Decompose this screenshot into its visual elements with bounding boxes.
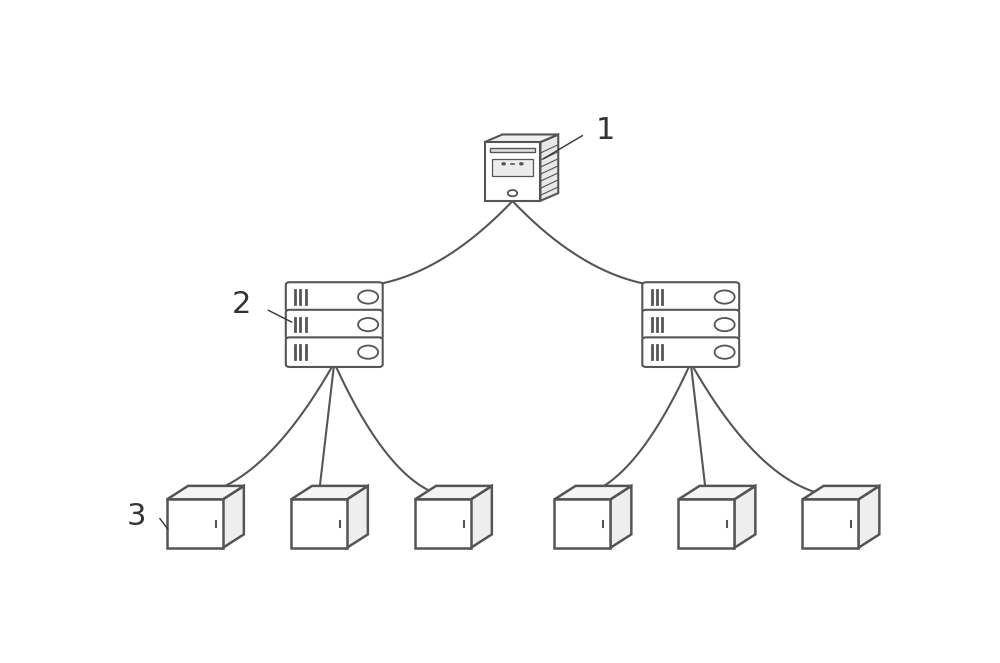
Bar xyxy=(490,149,535,152)
Polygon shape xyxy=(485,142,540,201)
FancyBboxPatch shape xyxy=(642,310,739,339)
Polygon shape xyxy=(167,486,244,499)
Circle shape xyxy=(520,163,523,165)
Text: 1: 1 xyxy=(596,116,615,145)
Polygon shape xyxy=(471,486,492,548)
Polygon shape xyxy=(734,486,755,548)
FancyBboxPatch shape xyxy=(642,282,739,312)
Polygon shape xyxy=(223,486,244,548)
Bar xyxy=(492,158,533,176)
Polygon shape xyxy=(802,499,858,548)
FancyBboxPatch shape xyxy=(642,337,739,367)
Polygon shape xyxy=(858,486,879,548)
Circle shape xyxy=(502,163,505,165)
FancyBboxPatch shape xyxy=(286,337,383,367)
Text: 2: 2 xyxy=(232,290,251,319)
Polygon shape xyxy=(540,135,558,201)
Polygon shape xyxy=(678,486,755,499)
Polygon shape xyxy=(802,486,879,499)
Polygon shape xyxy=(554,486,631,499)
Polygon shape xyxy=(415,499,471,548)
Polygon shape xyxy=(291,499,347,548)
Polygon shape xyxy=(610,486,631,548)
FancyBboxPatch shape xyxy=(286,282,383,312)
Polygon shape xyxy=(485,135,558,142)
Polygon shape xyxy=(291,486,368,499)
Polygon shape xyxy=(415,486,492,499)
FancyBboxPatch shape xyxy=(286,310,383,339)
Polygon shape xyxy=(167,499,223,548)
Polygon shape xyxy=(347,486,368,548)
Polygon shape xyxy=(554,499,610,548)
Text: 3: 3 xyxy=(127,501,146,530)
Polygon shape xyxy=(678,499,734,548)
